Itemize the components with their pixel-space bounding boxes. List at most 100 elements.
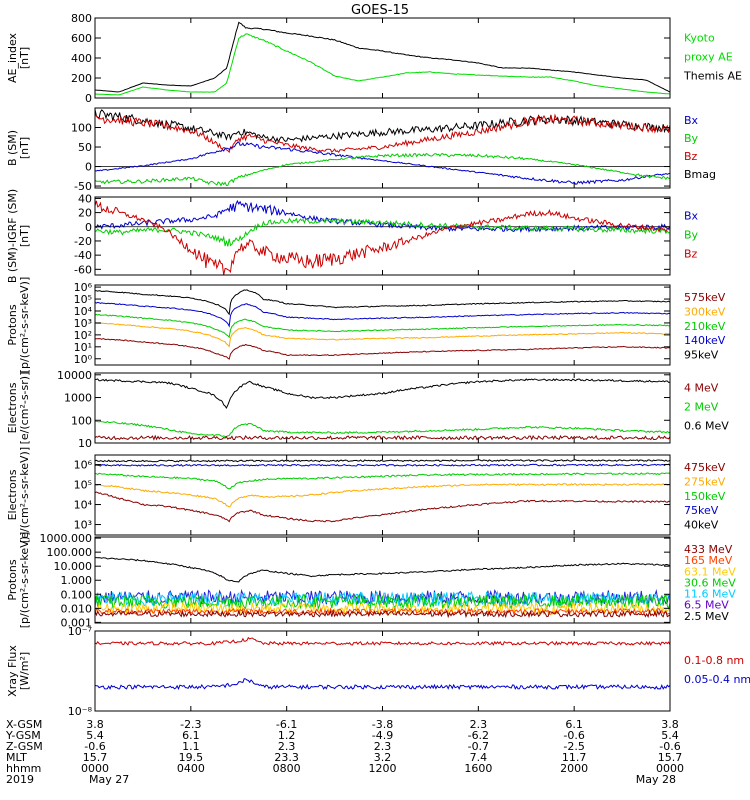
panel-xray: 10⁻⁸ 10⁻⁷ Xray Flux[W/m²] 0.1-0.8 nm 0.05-0.… bbox=[6, 625, 750, 718]
ytick-label: 100.000 bbox=[47, 546, 93, 559]
ytick-label: 10⁵ bbox=[74, 293, 92, 306]
xaxis-value: -3.8 bbox=[372, 718, 393, 731]
ylabel: Protons[p/(cm²-s-sr-keV)] bbox=[6, 277, 31, 374]
legend-item: Bz bbox=[684, 150, 698, 163]
ytick-label: 20 bbox=[78, 207, 92, 220]
series-protons_high-0 bbox=[95, 557, 670, 583]
series-protons_low-2 bbox=[95, 313, 670, 339]
panel-protons_high: 0.0010.0100.1001.00010.000100.0001000.00… bbox=[6, 532, 736, 630]
xaxis-value: 2.3 bbox=[374, 740, 392, 753]
xaxis-value: 1200 bbox=[369, 762, 397, 775]
legend-item: Bx bbox=[684, 210, 699, 223]
legend-item: 433 MeV bbox=[684, 543, 733, 556]
series-bdelta-1 bbox=[95, 217, 670, 247]
legend-item: By bbox=[684, 229, 699, 242]
xaxis-row-label: Y-GSM bbox=[5, 729, 41, 742]
ytick-label: 10⁴ bbox=[74, 305, 93, 318]
xaxis-value: -2.3 bbox=[180, 718, 201, 731]
xaxis-value: 1600 bbox=[464, 762, 492, 775]
legend-item: 475keV bbox=[684, 461, 726, 474]
ytick-label: 0.010 bbox=[61, 602, 93, 615]
legend-item: 75keV bbox=[684, 504, 719, 517]
legend-item: 2 MeV bbox=[684, 401, 719, 414]
ytick-label: -60 bbox=[74, 263, 92, 276]
xaxis-value: -6.2 bbox=[468, 729, 489, 742]
legend-item: Themis AE bbox=[683, 70, 742, 83]
series-ae-1 bbox=[95, 33, 670, 96]
xaxis-value: 5.4 bbox=[86, 729, 104, 742]
series-ae-0 bbox=[95, 21, 670, 93]
legend-item: 210keV bbox=[684, 320, 726, 333]
ytick-label: 0 bbox=[85, 161, 92, 174]
panel-electrons_low: 10³ 10⁴ 10⁵ 10⁶ Electrons[e/(cm²-s-sr-keV)] 4… bbox=[6, 447, 726, 543]
series-protons_low-3 bbox=[95, 322, 670, 348]
legend-item: 0.6 MeV bbox=[684, 420, 729, 433]
ytick-label: 10³ bbox=[74, 317, 92, 330]
xaxis-value: -0.6 bbox=[84, 740, 105, 753]
legend-item: proxy AE bbox=[684, 51, 733, 64]
series-electrons_low-3 bbox=[95, 483, 670, 508]
legend-item: 11.6 MeV bbox=[684, 588, 736, 601]
series-bsm-2 bbox=[95, 141, 670, 185]
series-electrons_low-1 bbox=[95, 463, 670, 467]
xaxis-value: 0800 bbox=[273, 762, 301, 775]
xaxis-value: 6.1 bbox=[565, 718, 583, 731]
panel-frame bbox=[94, 454, 671, 536]
xaxis-value: 6.1 bbox=[182, 729, 200, 742]
legend-item: 0.1-0.8 nm bbox=[684, 654, 744, 667]
xaxis-value: May 28 bbox=[636, 773, 676, 786]
legend-item: 150keV bbox=[684, 490, 726, 503]
xaxis-value: 3.8 bbox=[86, 718, 104, 731]
ylabel: B (SM)-IGRF (SM)[nT] bbox=[6, 189, 31, 283]
ytick-label: 200 bbox=[71, 72, 92, 85]
series-electrons_low-2 bbox=[95, 472, 670, 490]
ytick-label: 0 bbox=[85, 92, 92, 105]
ytick-label: 0.001 bbox=[61, 616, 93, 629]
xaxis-value: -6.1 bbox=[276, 718, 297, 731]
series-protons_low-1 bbox=[95, 301, 670, 328]
legend-item: 275keV bbox=[684, 475, 726, 488]
panel-ae: 0 200 400 600 800 AE_index[nT] Kyoto proxy AE Th… bbox=[6, 12, 742, 105]
legend-item: By bbox=[684, 132, 699, 145]
ytick-label: 100 bbox=[71, 122, 92, 135]
ytick-label: 50 bbox=[78, 141, 92, 154]
ytick-label: 1.000 bbox=[61, 574, 93, 587]
panel-electrons_high: 10 100 1000 10000 Electrons[e/(cm²-s-sr)] 4 M… bbox=[6, 369, 729, 450]
xaxis-value: 19.5 bbox=[179, 751, 204, 764]
xaxis-value: 15.7 bbox=[83, 751, 108, 764]
legend-item: 0.05-0.4 nm bbox=[684, 673, 750, 686]
xaxis-row-label: Z-GSM bbox=[6, 740, 43, 753]
legend-item: 40keV bbox=[684, 519, 719, 532]
ytick-label: 0 bbox=[85, 221, 92, 234]
legend-item: 575keV bbox=[684, 291, 726, 304]
xaxis-value: 5.4 bbox=[661, 729, 679, 742]
legend-item: 140keV bbox=[684, 334, 726, 347]
series-bsm-0 bbox=[95, 109, 670, 144]
series-bdelta-0 bbox=[95, 199, 670, 233]
legend-item: 300keV bbox=[684, 305, 726, 318]
ytick-label: 10 bbox=[78, 437, 92, 450]
legend-item: Bmag bbox=[684, 168, 716, 181]
series-bdelta-2 bbox=[95, 200, 670, 275]
xaxis-value: 11.7 bbox=[562, 751, 587, 764]
series-xray-1 bbox=[95, 678, 670, 691]
plot-title: GOES-15 bbox=[351, 3, 409, 18]
ytick-label: 400 bbox=[71, 52, 92, 65]
ylabel: Electrons[e/(cm²-s-sr)] bbox=[6, 372, 31, 445]
ytick-label: 10³ bbox=[74, 519, 92, 532]
ytick-label: 1000.000 bbox=[40, 532, 93, 545]
xaxis-value: 0000 bbox=[656, 762, 684, 775]
xaxis-value: 15.7 bbox=[658, 751, 683, 764]
series-bsm-3 bbox=[95, 152, 670, 187]
ylabel: Xray Flux[W/m²] bbox=[6, 645, 31, 697]
ytick-label: 100 bbox=[71, 414, 92, 427]
ylabel: Protons[p/(cm²-s-sr-keV)] bbox=[6, 532, 31, 629]
xaxis-value: 2.3 bbox=[470, 718, 488, 731]
series-electrons_low-4 bbox=[95, 491, 670, 523]
ylabel: B (SM)[nT] bbox=[6, 130, 31, 166]
xaxis-value: -4.9 bbox=[372, 729, 393, 742]
ytick-label: 10² bbox=[74, 329, 92, 342]
